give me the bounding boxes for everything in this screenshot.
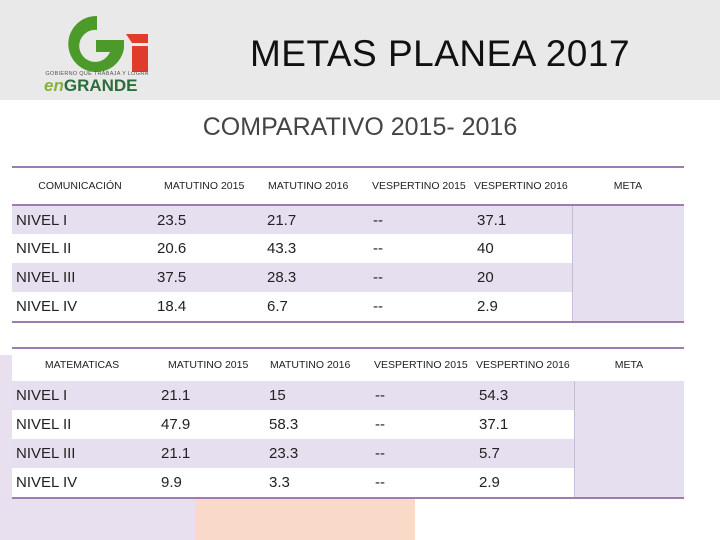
cell-value: 54.3 [479, 387, 509, 404]
cell-value: -- [375, 416, 385, 433]
cell-value: 21.1 [161, 445, 191, 462]
meta-cell [573, 381, 684, 499]
table-header-row: COMUNICACIÓN MATUTINO 2015 MATUTINO 2016… [12, 166, 684, 206]
cell-value: 37.5 [157, 269, 187, 286]
cell-value: 21.7 [267, 211, 297, 229]
cell-value: -- [373, 240, 383, 257]
cell-value: 40 [477, 240, 494, 257]
cell-value: 2.9 [468, 292, 572, 323]
cell-value: 15 [269, 387, 286, 404]
page-title: METAS PLANEA 2017 [249, 33, 631, 74]
cell-value: 5.7 [479, 445, 500, 462]
row-label: NIVEL I [16, 387, 68, 404]
meta-header: META [574, 347, 684, 381]
cell-value: 28.3 [267, 269, 297, 286]
row-label: NIVEL II [16, 240, 72, 257]
cell-value: 2.9 [470, 468, 574, 499]
meta-cell [571, 205, 684, 323]
row-label: NIVEL III [16, 445, 76, 462]
row-label: NIVEL IV [12, 292, 148, 323]
cell-value: -- [364, 292, 468, 323]
cell-value: 3.3 [260, 468, 366, 499]
row-label: NIVEL IV [12, 468, 152, 499]
cell-value: 47.9 [161, 416, 191, 433]
cell-value: 20 [477, 269, 494, 286]
table-row: NIVEL III 21.1 23.3 -- 5.7 [12, 439, 684, 468]
subject-header: COMUNICACIÓN [12, 166, 148, 206]
col-header: MATUTINO 2015 [148, 166, 258, 206]
matematicas-table: MATEMATICAS MATUTINO 2015 MATUTINO 2016 … [12, 347, 684, 499]
logo-wordmark: enGRANDE [44, 76, 154, 96]
cell-value: 9.9 [152, 468, 260, 499]
meta-header: META [572, 166, 684, 206]
cell-value: 37.1 [479, 416, 509, 433]
col-header: VESPERTINO 2016 [470, 347, 574, 381]
row-label: NIVEL I [16, 211, 68, 229]
cell-value: 43.3 [267, 240, 297, 257]
subject-header: MATEMATICAS [12, 347, 152, 381]
col-header: MATUTINO 2016 [260, 347, 366, 381]
col-header: MATUTINO 2016 [258, 166, 364, 206]
cell-value: 58.3 [269, 416, 299, 433]
row-label: NIVEL II [16, 416, 72, 433]
cell-value: -- [375, 387, 385, 404]
cell-value: -- [373, 269, 383, 286]
cell-value: 20.6 [157, 240, 187, 257]
row-label: NIVEL III [16, 269, 76, 286]
cell-value: 6.7 [258, 292, 364, 323]
cell-value: -- [366, 468, 470, 499]
engrande-logo [68, 15, 148, 72]
cell-value: -- [373, 211, 383, 229]
table-row: NIVEL I 23.5 21.7 -- 37.1 [12, 205, 684, 323]
cell-value: 18.4 [148, 292, 258, 323]
col-header: VESPERTINO 2015 [364, 166, 468, 206]
comunicacion-table: COMUNICACIÓN MATUTINO 2015 MATUTINO 2016… [12, 166, 684, 323]
table-row: NIVEL I 21.1 15 -- 54.3 [12, 381, 684, 499]
cell-value: 37.1 [477, 211, 507, 229]
cell-value: -- [375, 445, 385, 462]
logo-tagline: GOBIERNO QUE TRABAJA Y LOGRA [45, 71, 149, 77]
table-row: NIVEL IV 9.9 3.3 -- 2.9 [12, 468, 684, 499]
cell-value: 23.3 [269, 445, 299, 462]
cell-value: 23.5 [157, 211, 187, 229]
col-header: MATUTINO 2015 [152, 347, 260, 381]
col-header: VESPERTINO 2016 [468, 166, 572, 206]
cell-value: 21.1 [161, 387, 191, 404]
logo-en: en [44, 76, 64, 95]
table-header-row: MATEMATICAS MATUTINO 2015 MATUTINO 2016 … [12, 347, 684, 381]
logo-grande: GRANDE [63, 76, 138, 95]
col-header: VESPERTINO 2015 [366, 347, 470, 381]
decor-lilac-block [0, 355, 200, 540]
table-row: NIVEL II 47.9 58.3 -- 37.1 [12, 410, 684, 439]
page-subtitle: COMPARATIVO 2015- 2016 [202, 113, 518, 141]
